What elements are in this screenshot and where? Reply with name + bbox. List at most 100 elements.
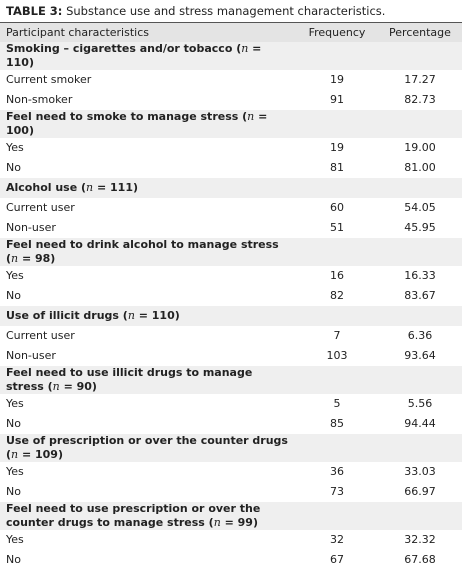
value-cell: 60 xyxy=(296,198,378,218)
value-cell: 82.73 xyxy=(378,90,462,110)
title-part: n xyxy=(213,516,221,529)
label-cell: Yes xyxy=(0,138,296,158)
title-part: n xyxy=(241,42,249,55)
title-part: Feel need to drink alcohol to manage str… xyxy=(6,238,279,265)
label-cell: Yes xyxy=(0,462,296,482)
section-title: Alcohol use (n = 111) xyxy=(0,178,462,198)
value-cell: 85 xyxy=(296,414,378,434)
data-row: Yes 32 32.32 xyxy=(0,530,462,550)
section-row: Use of illicit drugs (n = 110) xyxy=(0,306,462,326)
section-title-text: Use of prescription or over the counter … xyxy=(6,434,290,462)
caption: TABLE 3: Substance use and stress manage… xyxy=(0,0,462,22)
value-cell: 16 xyxy=(296,266,378,286)
title-part: = 99) xyxy=(220,516,258,529)
value-cell: 94.44 xyxy=(378,414,462,434)
table: Participant characteristics Frequency Perc… xyxy=(0,22,462,570)
data-row: No 73 66.97 xyxy=(0,482,462,502)
title-part: = 109) xyxy=(18,448,63,461)
section-title: Feel need to drink alcohol to manage str… xyxy=(0,238,462,266)
data-row: No 82 83.67 xyxy=(0,286,462,306)
section-row: Feel need to use prescription or over th… xyxy=(0,502,462,530)
title-part: = 111) xyxy=(93,181,139,194)
value-cell: 93.64 xyxy=(378,346,462,366)
title-part: Alcohol use ( xyxy=(6,181,87,194)
header-cell: Percentage xyxy=(378,22,462,42)
value-cell: 5 xyxy=(296,394,378,414)
title-part: Use of illicit drugs ( xyxy=(6,309,128,322)
label-cell: Non-user xyxy=(0,346,296,366)
label-cell: Yes xyxy=(0,394,296,414)
title-part: = 98) xyxy=(18,252,56,265)
title-part: Feel need to use prescription or over th… xyxy=(6,502,261,529)
value-cell: 81 xyxy=(296,158,378,178)
title-part: = 100) xyxy=(6,110,268,137)
section-title: Feel need to smoke to manage stress (n =… xyxy=(0,110,462,138)
section-title-text: Smoking – cigarettes and/or tobacco (n =… xyxy=(6,42,290,70)
data-row: No 85 94.44 xyxy=(0,414,462,434)
section-title: Use of illicit drugs (n = 110) xyxy=(0,306,462,326)
label-cell: No xyxy=(0,158,296,178)
value-cell: 6.36 xyxy=(378,326,462,346)
title-part: Smoking – cigarettes and/or tobacco ( xyxy=(6,42,242,55)
data-row: Non-user 51 45.95 xyxy=(0,218,462,238)
caption-text: Substance use and stress management char… xyxy=(66,4,386,18)
value-cell: 66.97 xyxy=(378,482,462,502)
value-cell: 36 xyxy=(296,462,378,482)
value-cell: 67 xyxy=(296,550,378,570)
data-row: Current user 60 54.05 xyxy=(0,198,462,218)
section-title: Feel need to use prescription or over th… xyxy=(0,502,462,530)
section-row: Feel need to drink alcohol to manage str… xyxy=(0,238,462,266)
title-part: n xyxy=(86,181,94,194)
title-part: n xyxy=(11,252,19,265)
value-cell: 54.05 xyxy=(378,198,462,218)
value-cell: 73 xyxy=(296,482,378,502)
header-cell: Frequency xyxy=(296,22,378,42)
data-row: Current smoker 19 17.27 xyxy=(0,70,462,90)
title-part: n xyxy=(11,448,19,461)
section-title-text: Feel need to drink alcohol to manage str… xyxy=(6,238,290,266)
section-row: Feel need to smoke to manage stress (n =… xyxy=(0,110,462,138)
data-row: Non-smoker 91 82.73 xyxy=(0,90,462,110)
header-cell: Participant characteristics xyxy=(0,22,296,42)
data-row: Current user 7 6.36 xyxy=(0,326,462,346)
data-row: No 67 67.68 xyxy=(0,550,462,570)
value-cell: 19 xyxy=(296,138,378,158)
value-cell: 19.00 xyxy=(378,138,462,158)
section-title-text: Use of illicit drugs (n = 110) xyxy=(6,309,290,323)
value-cell: 83.67 xyxy=(378,286,462,306)
value-cell: 19 xyxy=(296,70,378,90)
label-cell: Yes xyxy=(0,530,296,550)
data-row: Yes 16 16.33 xyxy=(0,266,462,286)
value-cell: 45.95 xyxy=(378,218,462,238)
data-row: No 81 81.00 xyxy=(0,158,462,178)
section-title: Smoking – cigarettes and/or tobacco (n =… xyxy=(0,42,462,70)
data-row: Yes 19 19.00 xyxy=(0,138,462,158)
title-part: n xyxy=(247,110,255,123)
value-cell: 5.56 xyxy=(378,394,462,414)
value-cell: 82 xyxy=(296,286,378,306)
title-part: Use of prescription or over the counter … xyxy=(6,434,288,461)
section-title-text: Feel need to use illicit drugs to manage… xyxy=(6,366,290,394)
caption-label: TABLE 3: xyxy=(6,4,63,18)
section-title: Feel need to use illicit drugs to manage… xyxy=(0,366,462,394)
label-cell: No xyxy=(0,286,296,306)
section-row: Feel need to use illicit drugs to manage… xyxy=(0,366,462,394)
section-title: Use of prescription or over the counter … xyxy=(0,434,462,462)
value-cell: 16.33 xyxy=(378,266,462,286)
data-row: Non-user 103 93.64 xyxy=(0,346,462,366)
value-cell: 7 xyxy=(296,326,378,346)
label-cell: Current user xyxy=(0,326,296,346)
section-title-text: Feel need to use prescription or over th… xyxy=(6,502,290,530)
title-part: Feel need to use illicit drugs to manage… xyxy=(6,366,253,393)
section-row: Smoking – cigarettes and/or tobacco (n =… xyxy=(0,42,462,70)
value-cell: 51 xyxy=(296,218,378,238)
value-cell: 67.68 xyxy=(378,550,462,570)
section-row: Use of prescription or over the counter … xyxy=(0,434,462,462)
label-cell: Current smoker xyxy=(0,70,296,90)
value-cell: 17.27 xyxy=(378,70,462,90)
section-title-text: Feel need to smoke to manage stress (n =… xyxy=(6,110,290,138)
label-cell: No xyxy=(0,414,296,434)
label-cell: No xyxy=(0,550,296,570)
value-cell: 33.03 xyxy=(378,462,462,482)
